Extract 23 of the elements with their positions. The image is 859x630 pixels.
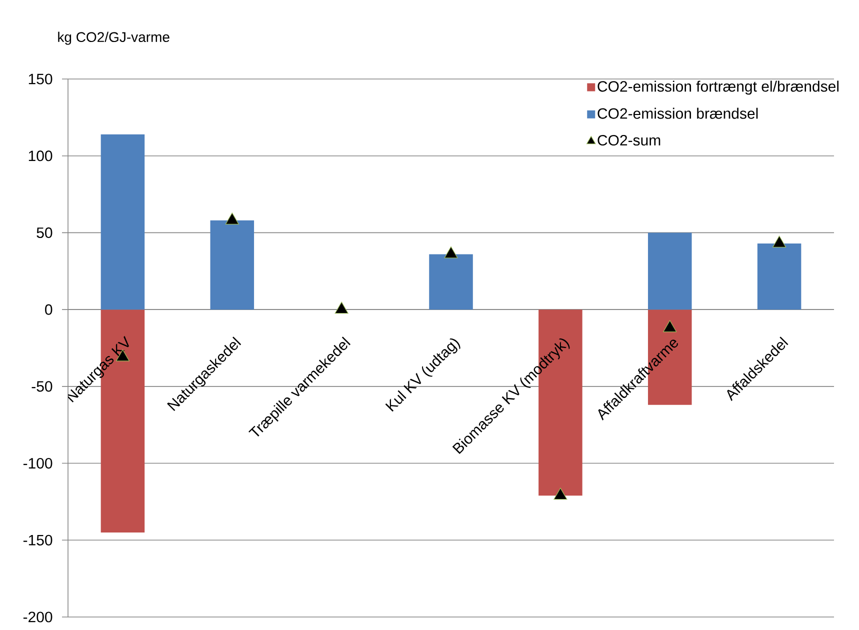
y-tick-label: -100: [23, 458, 52, 469]
bar: [429, 254, 473, 310]
point: [663, 320, 677, 332]
point: [444, 246, 458, 258]
y-axis-title: kg CO2/GJ-varme: [58, 32, 170, 45]
bar: [648, 232, 692, 310]
bar: [757, 243, 802, 310]
point: [772, 236, 786, 248]
point: [554, 488, 568, 500]
y-tick-label: 50: [36, 227, 52, 238]
point: [334, 302, 348, 314]
y-tick-label: -200: [23, 612, 52, 622]
y-tick-label: 150: [28, 74, 52, 84]
y-tick-label: -150: [23, 534, 52, 546]
point: [225, 212, 239, 224]
legend-label: CO2-emission fortrængt el/brændsel: [598, 80, 838, 95]
legend-label: CO2-sum: [598, 134, 660, 146]
legend-label: CO2-emission brændsel: [598, 108, 758, 119]
bar: [210, 220, 254, 310]
y-tick-label: 100: [28, 150, 52, 162]
bar: [100, 134, 145, 310]
y-tick-label: 0: [45, 304, 52, 315]
y-tick-label: -50: [32, 381, 52, 392]
